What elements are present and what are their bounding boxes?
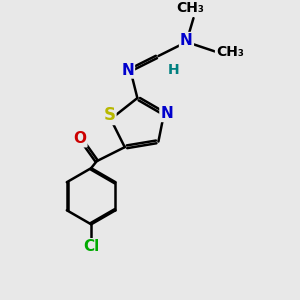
Text: CH₃: CH₃ — [177, 1, 205, 15]
Text: O: O — [74, 131, 86, 146]
Text: N: N — [160, 106, 173, 121]
Text: H: H — [168, 63, 180, 77]
Text: S: S — [103, 106, 115, 124]
Text: N: N — [121, 62, 134, 77]
Text: CH₃: CH₃ — [216, 45, 244, 59]
Text: N: N — [180, 33, 193, 48]
Text: Cl: Cl — [83, 239, 99, 254]
